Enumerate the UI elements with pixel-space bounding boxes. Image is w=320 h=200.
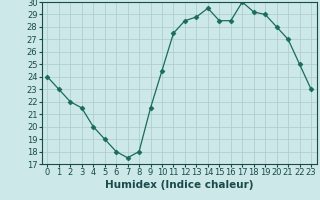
X-axis label: Humidex (Indice chaleur): Humidex (Indice chaleur) <box>105 180 253 190</box>
